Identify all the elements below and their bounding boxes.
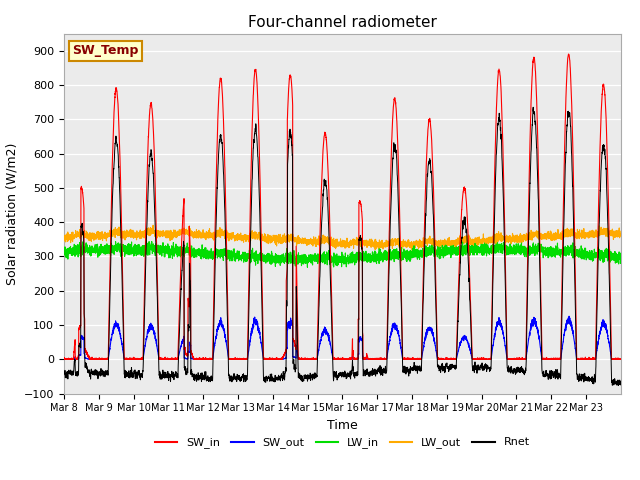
X-axis label: Time: Time (327, 419, 358, 432)
Legend: SW_in, SW_out, LW_in, LW_out, Rnet: SW_in, SW_out, LW_in, LW_out, Rnet (151, 433, 534, 453)
Y-axis label: Solar radiation (W/m2): Solar radiation (W/m2) (5, 143, 19, 285)
Text: SW_Temp: SW_Temp (72, 44, 139, 58)
Title: Four-channel radiometer: Four-channel radiometer (248, 15, 437, 30)
